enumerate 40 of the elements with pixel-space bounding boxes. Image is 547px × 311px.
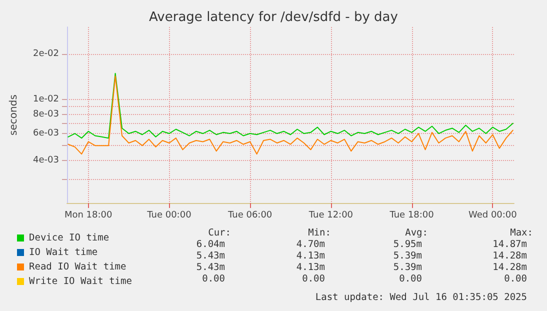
text: 5.39m [393, 250, 422, 262]
legend-label: IO Wait time [29, 247, 98, 258]
text: 4.70m [296, 239, 326, 250]
y-tick-label: 8e-03 [33, 109, 59, 120]
y-tick-label: 1e-02 [33, 94, 59, 105]
x-tick-label: Tue 06:00 [226, 210, 272, 220]
x-tick-label: Mon 18:00 [64, 210, 112, 220]
text: 4.13m [296, 262, 326, 273]
text: 0.00 [302, 274, 326, 284]
legend-label: Device IO time [29, 232, 110, 244]
y-tick-label: 2e-02 [33, 48, 59, 59]
text: 0.00 [399, 274, 422, 284]
x-tick-label: Tue 12:00 [308, 210, 354, 220]
text: 14.28m [492, 262, 528, 273]
legend-label: Read IO Wait time [29, 262, 127, 272]
text: 5.43m [196, 250, 226, 262]
text: 0.00 [504, 274, 528, 284]
x-tick-label: Tue 00:00 [146, 210, 192, 220]
text: 4.13m [296, 250, 326, 262]
text: 0.00 [202, 274, 226, 284]
chart-title: Average latency for /dev/sdfd - by day [149, 10, 398, 25]
text: Min: [308, 228, 332, 238]
legend-label: Write IO Wait time [29, 276, 132, 287]
text: 5.39m [393, 262, 422, 273]
text: Last update: Wed Jul 16 01:35:05 2025 [315, 292, 528, 303]
y-axis-title: seconds [8, 94, 20, 136]
line-series [68, 72, 514, 139]
x-tick-label: Tue 18:00 [388, 210, 434, 220]
text: 5.95m [393, 239, 422, 250]
text: 14.87m [492, 239, 528, 250]
x-tick-label: Wed 00:00 [468, 210, 518, 220]
text: Avg: [405, 228, 428, 238]
text: Cur: [208, 228, 232, 238]
y-tick-label: 6e-03 [33, 128, 59, 139]
text: 14.28m [492, 250, 528, 262]
text: 5.43m [196, 262, 226, 273]
y-tick-label: 4e-03 [33, 155, 59, 166]
line-series [68, 76, 514, 155]
text: 6.04m [196, 239, 226, 250]
text: Max: [510, 228, 534, 238]
